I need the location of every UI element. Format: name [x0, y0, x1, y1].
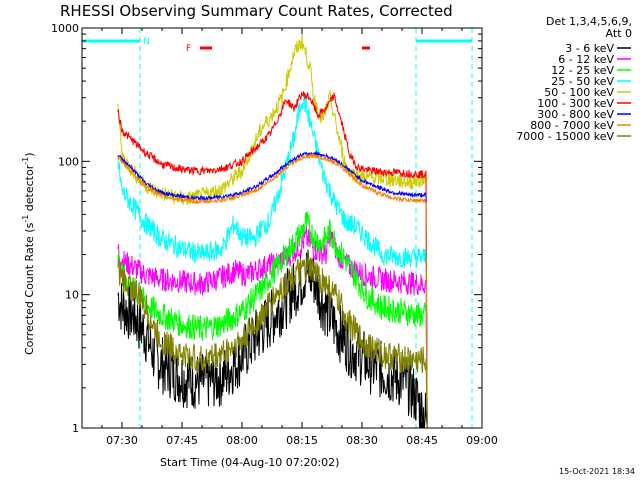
legend-header-line: Det 1,3,4,5,6,9,: [546, 15, 632, 28]
y-axis-label-sup: -1: [21, 157, 30, 165]
x-tick-label: 08:15: [286, 434, 318, 447]
flag-label-n: N: [143, 37, 150, 47]
y-axis-label: Corrected Count Rate (s-1 detector-1): [21, 152, 36, 355]
legend-label-100-300-kev: 100 - 300 keV: [537, 97, 614, 110]
y-axis-label-sup: -1: [21, 215, 30, 223]
legend-label-800-7000-kev: 800 - 7000 keV: [530, 119, 614, 132]
x-axis-ticks: 07:30 07:45 08:00 08:15 08:30 08:45 09:00: [101, 28, 498, 447]
legend-label-7000-15000-kev: 7000 - 15000 keV: [516, 130, 614, 143]
series-layer: [117, 33, 428, 429]
y-tick-label: 10: [65, 289, 79, 302]
y-tick-label: 1000: [51, 22, 79, 35]
series-line-300-800-kev: [117, 150, 428, 428]
timestamp: 15-Oct-2021 18:34: [559, 467, 635, 476]
legend-label-300-800-kev: 300 - 800 keV: [537, 108, 614, 121]
y-tick-label: 1: [72, 422, 79, 435]
x-axis-label: Start Time (04-Aug-10 07:20:02): [160, 456, 339, 469]
series-line-12-25-kev: [117, 210, 428, 428]
plot-area: N F 07:30 07:45 08:00 08:15 08:30 08:45 09:00 …: [51, 22, 498, 447]
legend-label-3-6-kev: 3 - 6 keV: [565, 42, 614, 55]
series-line-25-50-kev: [117, 93, 428, 428]
chart-title: RHESSI Observing Summary Count Rates, Co…: [60, 2, 453, 20]
x-tick-label: 08:45: [406, 434, 438, 447]
series-line-7000-15000-kev: [117, 255, 428, 428]
x-tick-label: 09:00: [466, 434, 498, 447]
annotations: N F: [81, 28, 473, 428]
y-axis-label-part: Corrected Count Rate (s: [23, 222, 36, 355]
series-line-100-300-kev: [117, 91, 428, 428]
x-tick-label: 07:30: [106, 434, 138, 447]
legend-label-6-12-kev: 6 - 12 keV: [558, 53, 614, 66]
y-axis-label-part: ): [23, 152, 36, 156]
x-tick-label: 08:00: [226, 434, 258, 447]
series-line-800-7000-kev: [117, 152, 428, 428]
legend-label-12-25-kev: 12 - 25 keV: [551, 64, 614, 77]
y-axis-ticks: 1 10 100 1000: [51, 22, 482, 435]
y-axis-label-part: detector: [23, 164, 36, 214]
y-tick-label: 100: [58, 155, 79, 168]
flag-label-f: F: [186, 44, 191, 54]
legend-label-25-50-kev: 25 - 50 keV: [551, 75, 614, 88]
legend-header-line: Att 0: [606, 27, 632, 40]
legend-label-50-100-kev: 50 - 100 keV: [544, 86, 614, 99]
x-tick-label: 08:30: [346, 434, 378, 447]
x-tick-label: 07:45: [166, 434, 198, 447]
